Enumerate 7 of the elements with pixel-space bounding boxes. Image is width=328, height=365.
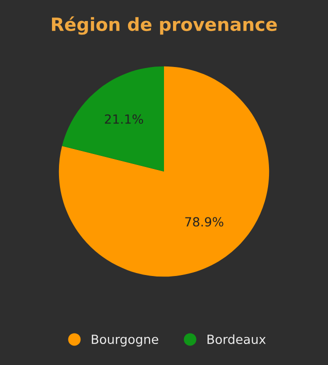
legend-label: Bordeaux <box>208 334 266 344</box>
pie-slice <box>58 66 270 277</box>
chart-title: Région de provenance <box>52 16 277 35</box>
pie-slice <box>62 66 164 172</box>
data-label: 21.1% <box>104 114 144 124</box>
legend-label: Bourgogne <box>92 334 158 346</box>
data-label: 78.9% <box>185 217 224 227</box>
